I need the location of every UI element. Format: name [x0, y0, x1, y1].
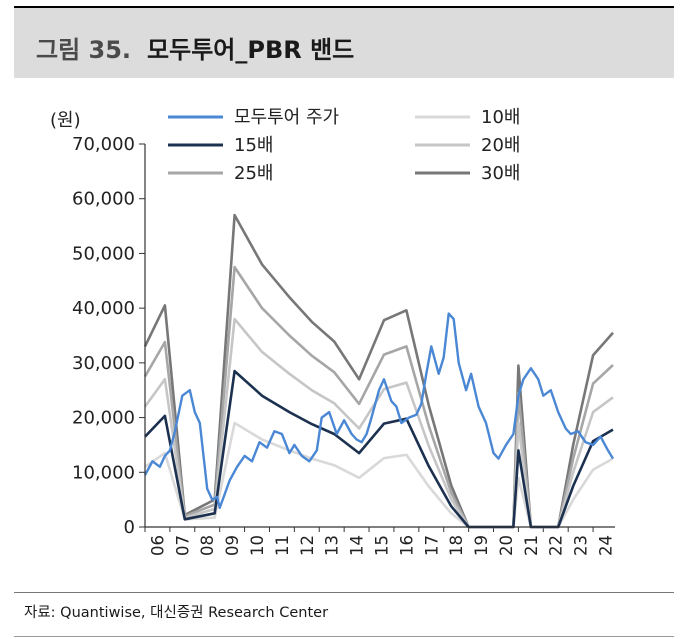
legend: 모두투어 주가 10배 15배 20배 25배 30배 [168, 107, 520, 184]
source-divider [14, 592, 674, 593]
legend-label: 25배 [234, 163, 273, 184]
y-tick-label: 50,000 [72, 243, 135, 264]
legend-label: 15배 [234, 135, 273, 156]
x-tick-label: 24 [597, 535, 616, 556]
x-tick-label: 14 [348, 535, 367, 556]
y-tick-label: 70,000 [72, 134, 135, 155]
x-tick-label: 11 [273, 535, 292, 556]
x-tick-label: 16 [397, 535, 416, 556]
x-tick-label: 13 [323, 535, 342, 556]
x-tick-label: 22 [547, 535, 566, 556]
y-tick-label: 0 [124, 517, 135, 538]
x-tick-label: 10 [248, 535, 267, 556]
figure-label: 그림 35. [36, 36, 132, 64]
x-tick-label: 18 [447, 535, 466, 556]
legend-label: 모두투어 주가 [234, 107, 339, 128]
x-tick-label: 08 [198, 535, 217, 556]
y-axis-ticks: 70,000 60,000 50,000 40,000 30,000 20,000 10,0… [72, 134, 145, 538]
series-lines [143, 213, 615, 529]
x-tick-label: 09 [223, 535, 242, 556]
series-line-3 [143, 317, 614, 529]
y-tick-label: 20,000 [72, 408, 135, 429]
figure-title: 그림 35. 모두투어_PBR 밴드 [36, 30, 354, 65]
figure-title-bar: 그림 35. 모두투어_PBR 밴드 [14, 6, 674, 78]
legend-label: 10배 [481, 107, 520, 128]
x-tick-label: 20 [497, 535, 516, 556]
x-tick-label: 21 [522, 535, 541, 556]
figure-title-text: 모두투어_PBR 밴드 [147, 36, 355, 64]
series-line-5 [143, 213, 614, 529]
y-tick-label: 40,000 [72, 298, 135, 319]
pbr-band-chart: (원) 70,000 60,000 50,000 40,000 30,000 20,000… [50, 107, 616, 556]
series-line-0 [143, 312, 615, 510]
x-axis-ticks: 06 07 08 09 10 11 12 13 14 15 16 17 18 19 20 21 22 23 24 [144, 527, 616, 556]
x-tick-label: 19 [472, 535, 491, 556]
bottom-divider [14, 636, 674, 637]
y-axis-unit-label: (원) [50, 110, 81, 131]
x-tick-label: 12 [298, 535, 317, 556]
x-tick-label: 07 [173, 535, 192, 556]
x-tick-label: 17 [422, 535, 441, 556]
axes [144, 144, 615, 528]
y-tick-label: 60,000 [72, 189, 135, 210]
x-tick-label: 23 [572, 535, 591, 556]
legend-label: 30배 [481, 163, 520, 184]
x-tick-label: 06 [148, 535, 167, 556]
y-tick-label: 30,000 [72, 353, 135, 374]
source-note: 자료: Quantiwise, 대신증권 Research Center [24, 605, 329, 621]
legend-label: 20배 [481, 135, 520, 156]
y-tick-label: 10,000 [72, 462, 135, 483]
x-tick-label: 15 [372, 535, 391, 556]
